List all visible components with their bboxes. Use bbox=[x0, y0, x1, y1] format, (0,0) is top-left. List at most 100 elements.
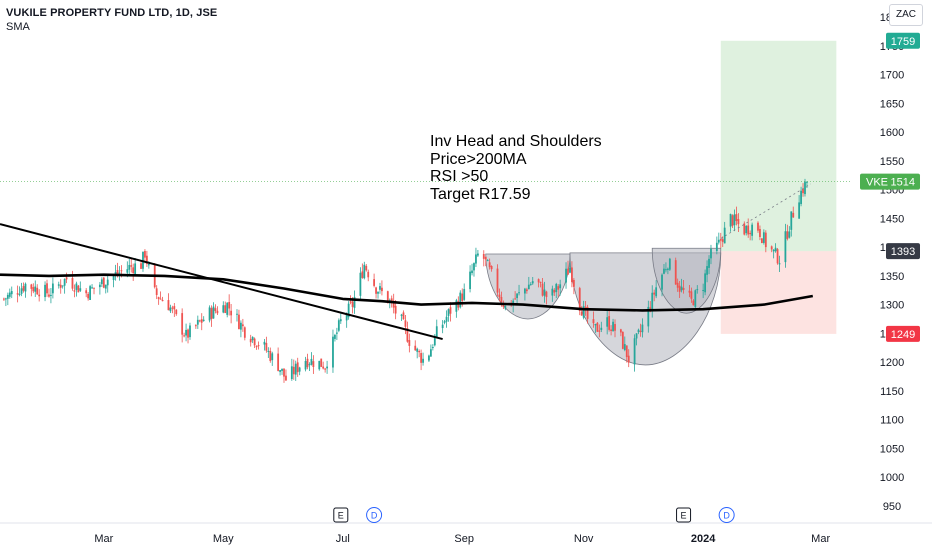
candle-body bbox=[610, 329, 612, 331]
candle-body bbox=[635, 333, 638, 339]
candle-body bbox=[471, 270, 473, 274]
candle-body bbox=[230, 310, 233, 316]
chart-annotation[interactable]: Inv Head and Shoulders Price>200MA RSI >… bbox=[430, 133, 602, 203]
candle-body bbox=[539, 281, 542, 283]
candle-body bbox=[51, 283, 54, 294]
candle-body bbox=[44, 284, 46, 298]
candle-body bbox=[226, 302, 229, 315]
candle-body bbox=[353, 296, 356, 308]
candle-body bbox=[682, 287, 685, 290]
price-label-value: 1759 bbox=[891, 36, 915, 48]
candle-body bbox=[157, 297, 160, 299]
candle-body bbox=[126, 269, 129, 273]
candle-body bbox=[265, 343, 268, 351]
candle-body bbox=[600, 327, 603, 330]
candle-body bbox=[449, 307, 452, 314]
candle-body bbox=[721, 239, 724, 242]
candle-body bbox=[36, 287, 39, 295]
currency-button[interactable]: ZAC bbox=[889, 4, 923, 26]
candle-body bbox=[144, 251, 146, 258]
candle-body bbox=[784, 231, 787, 263]
candle-body bbox=[719, 239, 722, 241]
candle-body bbox=[408, 340, 411, 346]
annotation-line: Price>200MA bbox=[430, 150, 527, 168]
candle-body bbox=[428, 355, 430, 361]
candle-body bbox=[334, 334, 336, 339]
candle-body bbox=[651, 292, 654, 312]
candle-body bbox=[20, 288, 23, 294]
candle-body bbox=[187, 329, 189, 338]
symbol-title[interactable]: VUKILE PROPERTY FUND LTD, 1D, JSE bbox=[6, 7, 218, 19]
candle-body bbox=[361, 271, 364, 278]
candle-body bbox=[73, 290, 76, 292]
candle-body bbox=[537, 279, 540, 283]
candle-body bbox=[185, 329, 187, 336]
candle-body bbox=[455, 300, 458, 312]
candle-body bbox=[680, 286, 683, 291]
candle-body bbox=[145, 255, 148, 264]
candle-body bbox=[637, 329, 640, 333]
candle-body bbox=[524, 288, 526, 294]
candle-body bbox=[706, 266, 708, 275]
event-letter: E bbox=[681, 511, 687, 521]
dividend-marker[interactable]: D bbox=[366, 507, 383, 523]
candle-body bbox=[666, 268, 669, 270]
candle-body bbox=[804, 181, 806, 195]
candle-body bbox=[48, 294, 50, 297]
candle-body bbox=[386, 291, 389, 303]
candle-body bbox=[762, 232, 765, 243]
candle-body bbox=[571, 267, 573, 283]
y-tick-label: 1600 bbox=[880, 127, 904, 139]
candle-body bbox=[625, 345, 628, 358]
candle-body bbox=[551, 288, 554, 296]
candle-body bbox=[6, 294, 9, 299]
candle-body bbox=[443, 321, 446, 323]
candle-body bbox=[774, 247, 777, 252]
candle-body bbox=[100, 279, 103, 285]
candle-body bbox=[359, 272, 362, 296]
earnings-marker[interactable]: E bbox=[676, 507, 692, 523]
candle-body bbox=[621, 331, 624, 349]
candle-body bbox=[335, 332, 338, 334]
candle-body bbox=[61, 285, 64, 287]
candle-body bbox=[332, 336, 334, 368]
candle-body bbox=[267, 350, 270, 352]
candle-body bbox=[89, 286, 91, 300]
candle-body bbox=[504, 305, 507, 309]
earnings-marker[interactable]: E bbox=[333, 507, 349, 523]
candle-body bbox=[255, 346, 258, 348]
x-tick-label: 2024 bbox=[691, 533, 716, 545]
candle-body bbox=[18, 294, 21, 296]
y-tick-label: 1350 bbox=[880, 271, 904, 283]
candle-body bbox=[749, 232, 752, 235]
candle-body bbox=[416, 348, 419, 352]
candle-body bbox=[198, 320, 201, 322]
candle-body bbox=[310, 358, 313, 365]
candle-body bbox=[347, 303, 350, 318]
candle-body bbox=[34, 286, 37, 292]
candle-body bbox=[565, 268, 567, 283]
candle-body bbox=[106, 279, 109, 286]
candle-body bbox=[381, 287, 383, 292]
candle-body bbox=[404, 320, 407, 327]
dividend-marker[interactable]: D bbox=[718, 507, 735, 523]
candle-body bbox=[294, 363, 297, 375]
annotation-line: Target R17.59 bbox=[430, 185, 531, 203]
candle-body bbox=[253, 338, 256, 346]
candle-body bbox=[312, 361, 315, 367]
x-tick-label: May bbox=[213, 533, 234, 545]
candle-body bbox=[93, 287, 95, 289]
candle-body bbox=[694, 290, 697, 307]
candle-body bbox=[598, 330, 601, 332]
indicator-name[interactable]: SMA bbox=[6, 21, 30, 33]
annotation-line: Inv Head and Shoulders bbox=[430, 133, 602, 150]
candle-body bbox=[189, 325, 191, 338]
candle-body bbox=[128, 264, 131, 270]
price-label-value: 1249 bbox=[891, 329, 915, 341]
candle-body bbox=[518, 292, 520, 294]
axes: 9501000105011001150120012501300135014001… bbox=[0, 12, 932, 545]
event-letter: D bbox=[371, 511, 378, 521]
candle-body bbox=[281, 368, 283, 371]
candle-body bbox=[790, 211, 793, 230]
